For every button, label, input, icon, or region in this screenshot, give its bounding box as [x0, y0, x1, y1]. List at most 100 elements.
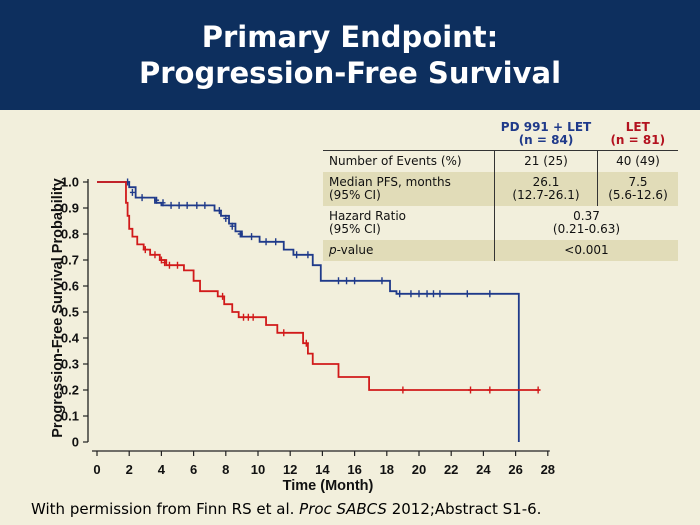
row-pvalue-value: <0.001 [494, 240, 678, 261]
y-tick-label: 0.7 [61, 253, 79, 268]
censor-mark-series-2 [175, 261, 180, 269]
y-axis-label: Progression-Free Survival Probability [50, 178, 66, 437]
citation: With permission from Finn RS et al. Proc… [31, 500, 541, 518]
censor-mark-series-1 [416, 290, 422, 298]
censor-mark-series-2 [535, 386, 541, 394]
censor-mark-series-1 [344, 277, 350, 285]
censor-mark-series-2 [162, 259, 168, 267]
censor-mark-series-2 [142, 246, 148, 254]
y-tick-label: 0.9 [61, 201, 79, 216]
y-tick-label: 0.8 [61, 227, 79, 242]
table-row: p-value <0.001 [323, 240, 678, 261]
title-banner: Primary Endpoint: Progression-Free Survi… [0, 0, 700, 110]
censor-mark-series-1 [194, 201, 200, 209]
censor-mark-series-1 [249, 233, 255, 241]
censor-mark-series-2 [241, 313, 247, 321]
row-hr-label-2: (95% CI) [329, 222, 381, 236]
row-median-label-1: Median PFS, months [329, 175, 451, 189]
x-tick-label: 2 [126, 462, 133, 477]
citation-journal: Proc SABCS [299, 500, 387, 518]
row-median-let-1: 7.5 [628, 175, 648, 189]
chart-axes: 0 2 4 6 8 10 12 14 16 18 20 22 24 26 2800.10.20.30.40.… [61, 175, 555, 478]
row-pvalue-label-p: p [329, 243, 337, 257]
row-median-let-2: (5.6-12.6) [608, 188, 668, 202]
censor-mark-series-1 [437, 290, 443, 298]
x-tick-label: 28 [541, 462, 555, 477]
x-tick-label: 0 [93, 462, 100, 477]
row-hr-value: 0.37 (0.21-0.63) [494, 206, 678, 240]
let-header-name: LET [625, 120, 650, 134]
censor-mark-series-1 [229, 222, 235, 230]
row-events-pd: 21 (25) [494, 150, 598, 172]
x-tick-label: 24 [476, 462, 491, 477]
censor-mark-series-1 [397, 290, 403, 298]
km-curve-series-1 [97, 181, 520, 442]
censor-mark-series-2 [152, 251, 158, 259]
table-header-row: PD 991 + LET (n = 84) LET (n = 81) [323, 118, 678, 151]
row-hr-label: Hazard Ratio (95% CI) [323, 206, 495, 240]
censor-mark-series-1 [379, 277, 385, 285]
table-row: Median PFS, months (95% CI) 26.1 (12.7-2… [323, 172, 678, 206]
censor-mark-series-1 [184, 201, 190, 209]
y-tick-label: 0.5 [61, 305, 79, 320]
censor-mark-series-1 [160, 199, 166, 207]
let-header-n: (n = 81) [610, 133, 666, 147]
row-events-let: 40 (49) [616, 154, 660, 168]
citation-prefix: With permission from Finn RS et al. [31, 500, 300, 518]
censor-mark-series-1 [176, 201, 182, 209]
x-tick-label: 16 [347, 462, 361, 477]
row-pvalue-label: p-value [323, 240, 495, 261]
y-tick-label: 0.2 [61, 383, 79, 398]
censor-mark-series-1 [487, 290, 493, 298]
table-row: Hazard Ratio (95% CI) 0.37 (0.21-0.63) [323, 206, 678, 240]
censor-mark-series-2 [158, 256, 164, 264]
row-hr-value-2: (0.21-0.63) [552, 222, 621, 236]
y-tick-label: 0.3 [61, 357, 79, 372]
x-tick-label: 8 [222, 462, 229, 477]
pd-header-n: (n = 84) [518, 133, 574, 147]
x-tick-label: 22 [444, 462, 458, 477]
censor-mark-series-1 [129, 188, 135, 196]
row-median-pd-1: 26.1 [532, 175, 560, 189]
censor-mark-series-2 [487, 386, 493, 394]
table-row: Number of Events (%) 21 (25) 40 (49) [323, 150, 678, 172]
row-events-label: Number of Events (%) [329, 154, 462, 168]
censor-mark-series-2 [400, 386, 406, 394]
y-tick-label: 0.4 [61, 331, 80, 346]
y-tick-label: 0.1 [61, 409, 79, 424]
x-tick-label: 20 [412, 462, 426, 477]
x-tick-label: 18 [380, 462, 394, 477]
row-median-label: Median PFS, months (95% CI) [323, 172, 495, 206]
x-axis-label: Time (Month) [283, 478, 374, 494]
censor-mark-series-1 [168, 201, 174, 209]
censor-mark-series-1 [263, 238, 269, 246]
row-hr-label-1: Hazard Ratio [329, 209, 406, 223]
censor-mark-series-1 [216, 207, 222, 215]
row-hr-value-1: 0.37 [573, 209, 600, 223]
x-tick-label: 14 [315, 462, 330, 477]
x-tick-label: 4 [158, 462, 166, 477]
censor-mark-series-2 [303, 339, 309, 347]
chart-series [97, 178, 541, 442]
table-header-pd: PD 991 + LET (n = 84) [494, 118, 598, 151]
x-tick-label: 12 [283, 462, 297, 477]
censor-mark-series-1 [408, 290, 414, 298]
title-line-1: Primary Endpoint: [201, 20, 499, 54]
censor-mark-series-2 [468, 386, 474, 394]
censor-mark-series-1 [424, 290, 430, 298]
y-tick-label: 0.6 [61, 279, 79, 294]
row-median-label-2: (95% CI) [329, 188, 381, 202]
x-tick-label: 10 [251, 462, 265, 477]
censor-mark-series-1 [223, 214, 229, 222]
censor-mark-series-1 [430, 290, 436, 298]
censor-mark-series-2 [281, 329, 287, 337]
censor-mark-series-1 [202, 201, 208, 209]
censor-mark-series-1 [237, 230, 243, 238]
title-line-2: Progression-Free Survival [138, 56, 562, 90]
censor-mark-series-1 [305, 251, 311, 259]
pd-header-name: PD 991 + LET [500, 120, 592, 134]
censor-mark-series-1 [139, 194, 145, 202]
row-median-pd-2: (12.7-26.1) [512, 188, 580, 202]
censor-mark-series-1 [273, 238, 279, 246]
row-median-let: 7.5 (5.6-12.6) [597, 172, 678, 206]
